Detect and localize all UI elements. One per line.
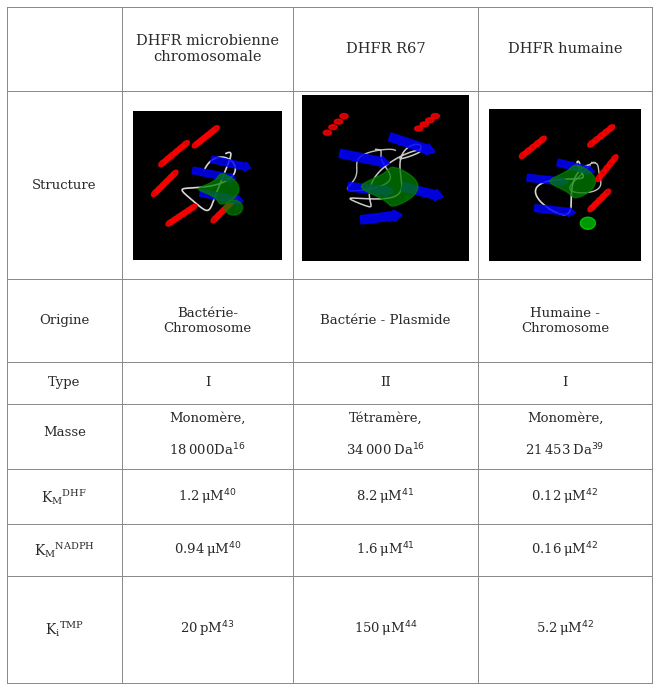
Text: I: I xyxy=(205,377,210,389)
Text: Humaine -
Chromosome: Humaine - Chromosome xyxy=(521,307,609,335)
Text: $\mathregular{K_i}^{\mathregular{TMP}}$: $\mathregular{K_i}^{\mathregular{TMP}}$ xyxy=(45,620,84,640)
Text: Bactérie-
Chromosome: Bactérie- Chromosome xyxy=(163,307,252,335)
Text: $\mathregular{K_M}^{\mathregular{NADPH}}$: $\mathregular{K_M}^{\mathregular{NADPH}}… xyxy=(34,540,95,560)
Text: 34 000 Da$^{16}$: 34 000 Da$^{16}$ xyxy=(346,442,425,459)
Text: DHFR humaine: DHFR humaine xyxy=(508,42,622,56)
Text: I: I xyxy=(562,377,568,389)
Text: Bactérie - Plasmide: Bactérie - Plasmide xyxy=(320,315,451,327)
Text: $\mathregular{K_M}^{\mathregular{DHF}}$: $\mathregular{K_M}^{\mathregular{DHF}}$ xyxy=(42,487,87,506)
Text: 0.12 μM$^{42}$: 0.12 μM$^{42}$ xyxy=(531,487,599,506)
Text: Origine: Origine xyxy=(39,315,90,327)
Text: 0.16 μM$^{42}$: 0.16 μM$^{42}$ xyxy=(531,540,599,560)
Text: 1.6 μM$^{41}$: 1.6 μM$^{41}$ xyxy=(356,540,415,560)
Text: 18 000Da$^{16}$: 18 000Da$^{16}$ xyxy=(169,442,246,459)
Text: 0.94 μM$^{40}$: 0.94 μM$^{40}$ xyxy=(174,540,241,560)
Text: 150 μM$^{44}$: 150 μM$^{44}$ xyxy=(354,620,417,640)
Text: 8.2 μM$^{41}$: 8.2 μM$^{41}$ xyxy=(357,487,415,506)
Text: Tétramère,: Tétramère, xyxy=(349,411,422,424)
Text: Monomère,: Monomère, xyxy=(169,411,246,424)
Text: 1.2 μM$^{40}$: 1.2 μM$^{40}$ xyxy=(178,487,237,506)
Text: DHFR R67: DHFR R67 xyxy=(346,42,425,56)
Text: Monomère,: Monomère, xyxy=(527,411,603,424)
Text: II: II xyxy=(380,377,391,389)
Text: Masse: Masse xyxy=(43,426,86,440)
Text: 20 pM$^{43}$: 20 pM$^{43}$ xyxy=(180,620,235,640)
Text: 21 453 Da$^{39}$: 21 453 Da$^{39}$ xyxy=(525,442,605,459)
Text: DHFR microbienne
chromosomale: DHFR microbienne chromosomale xyxy=(136,34,279,64)
Text: Structure: Structure xyxy=(32,179,96,192)
Text: Type: Type xyxy=(48,377,80,389)
Text: 5.2 μM$^{42}$: 5.2 μM$^{42}$ xyxy=(536,620,594,640)
